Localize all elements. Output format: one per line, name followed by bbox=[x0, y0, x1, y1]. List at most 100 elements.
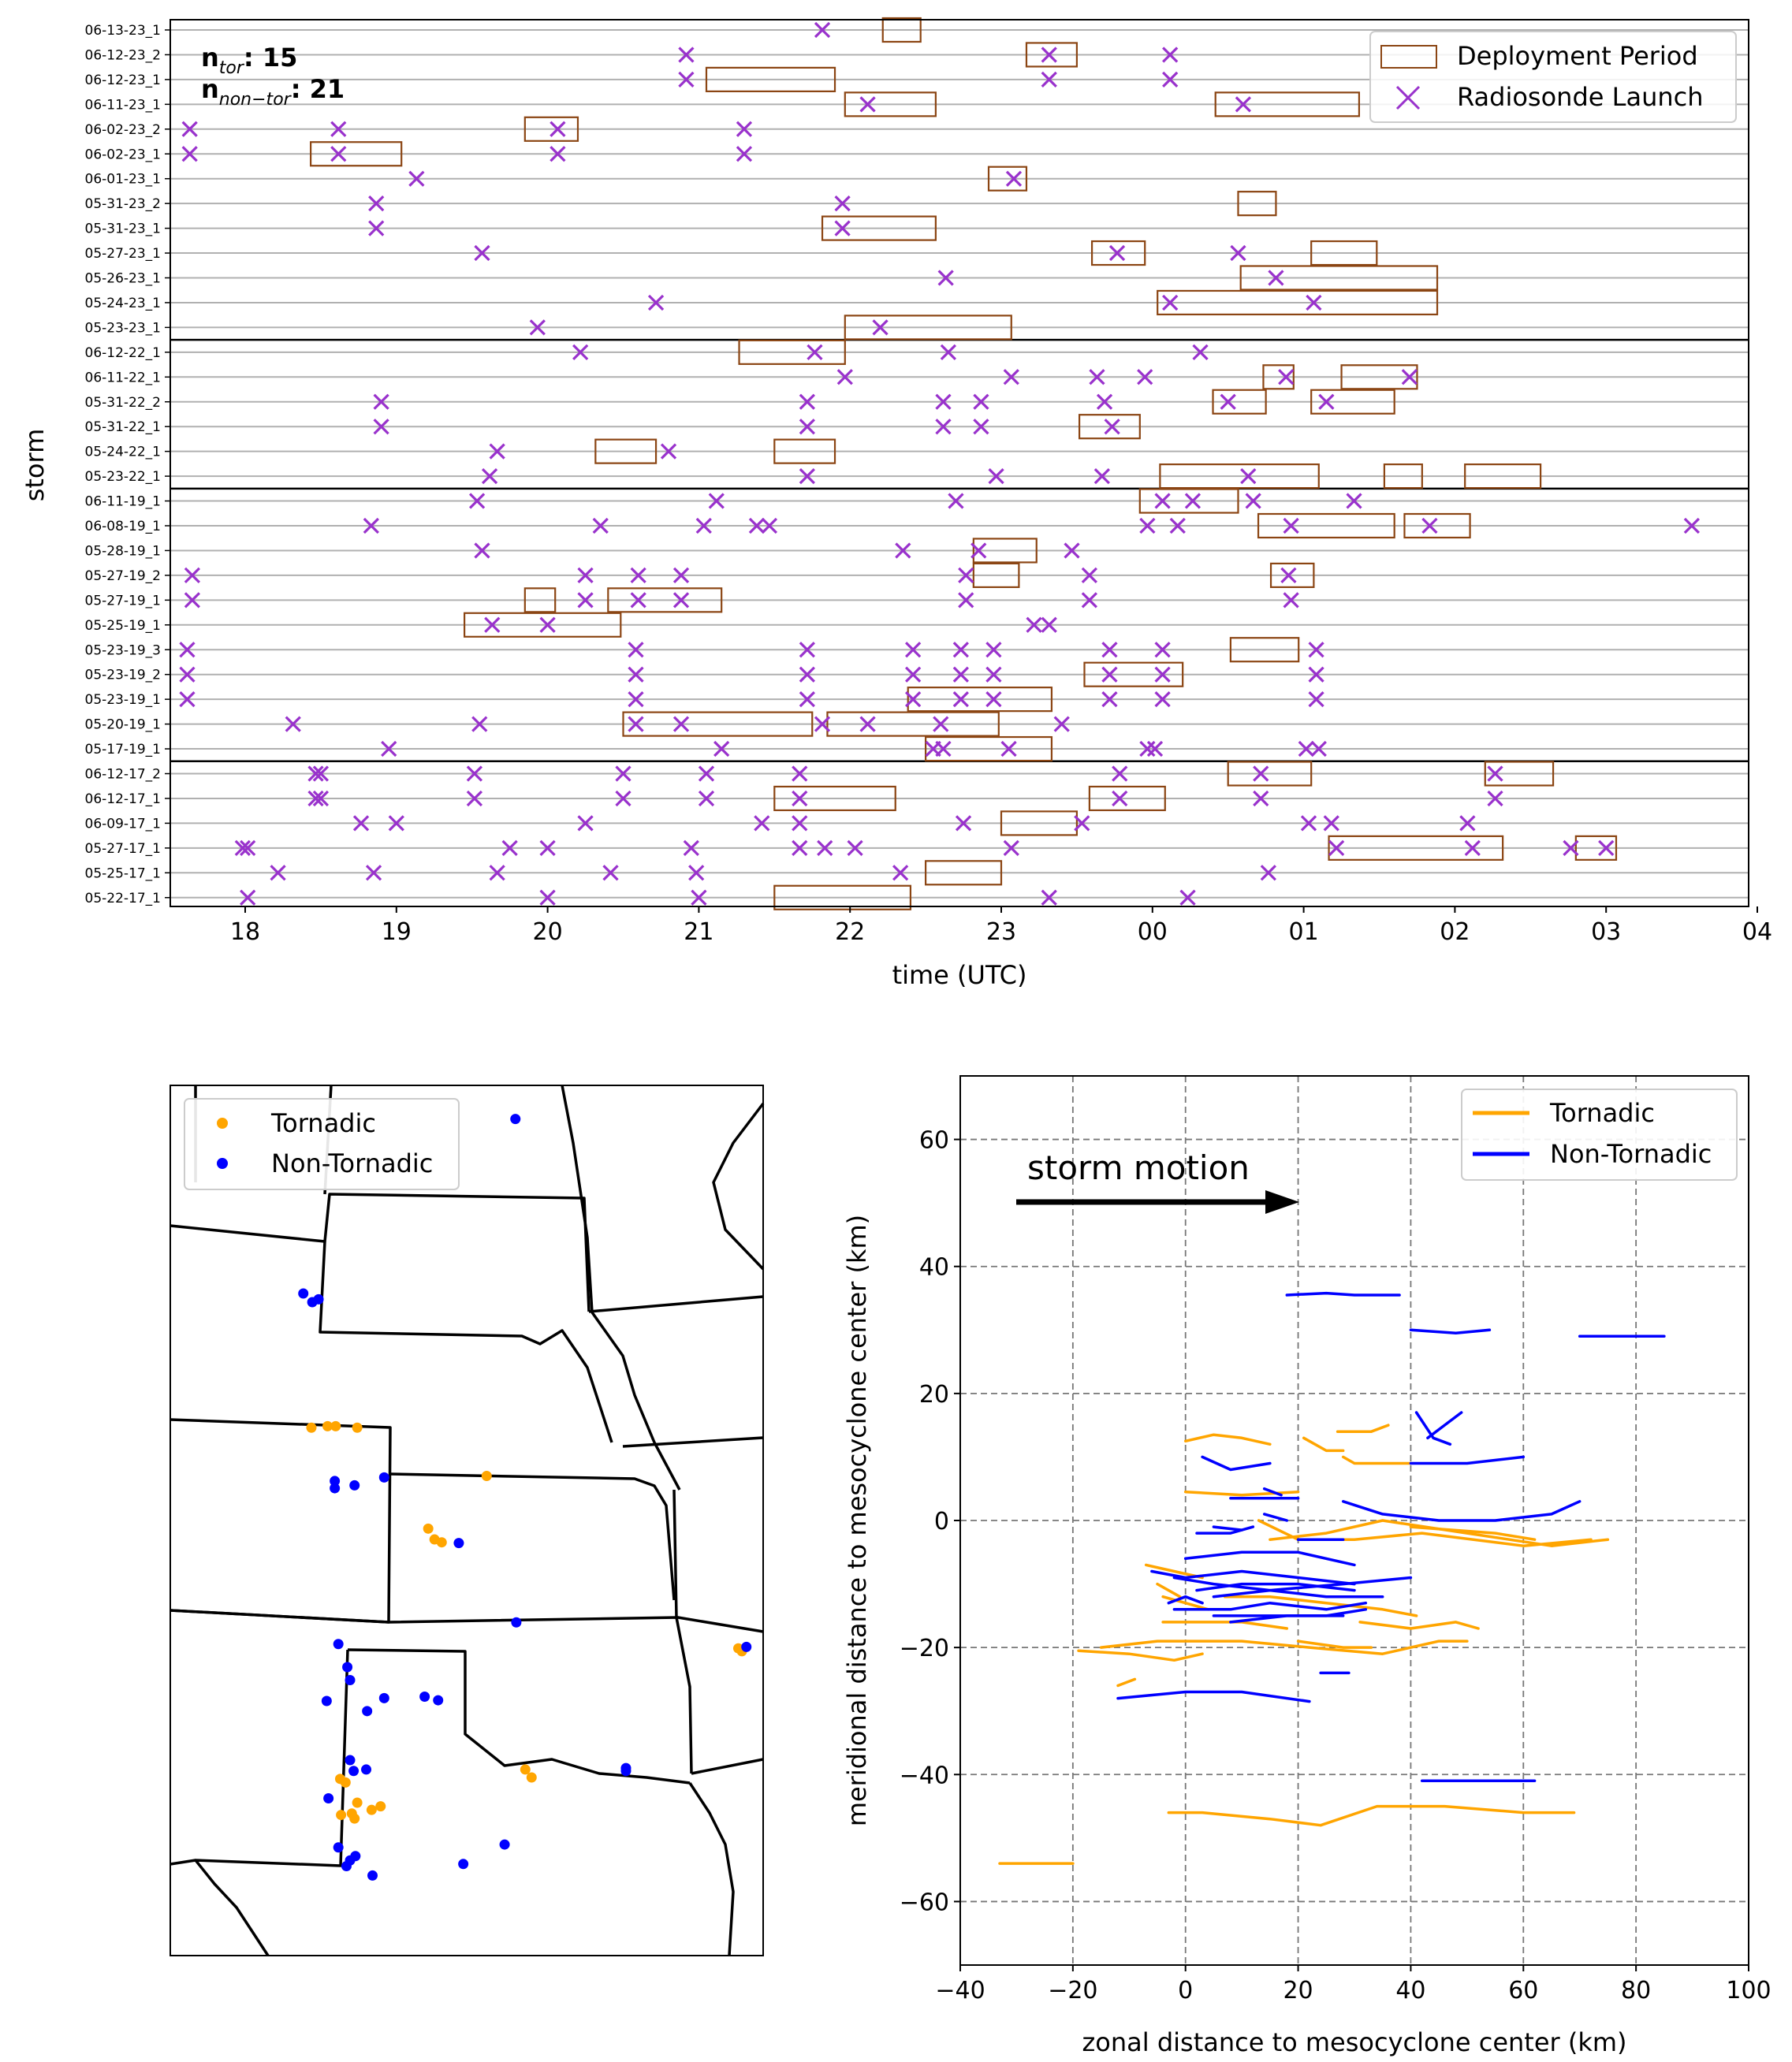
marker-stroke bbox=[1101, 642, 1118, 658]
radiosonde-launch-marker bbox=[1192, 344, 1209, 360]
marker-stroke bbox=[270, 865, 286, 881]
deployment-period-box bbox=[924, 860, 1003, 886]
radiosonde-launch-marker bbox=[489, 443, 505, 460]
marker-stroke bbox=[179, 642, 196, 658]
storm-label: 05-23-22_1 bbox=[85, 469, 161, 485]
radiosonde-launch-marker bbox=[1306, 294, 1322, 311]
radiosonde-launch-swatch bbox=[1395, 85, 1421, 110]
marker-stroke bbox=[792, 790, 808, 807]
deployment-period-legend-label: Deployment Period bbox=[1457, 41, 1698, 71]
radiosonde-launch-marker bbox=[948, 493, 964, 509]
storm-label: 05-23-19_3 bbox=[85, 642, 161, 658]
radiosonde-launch-marker bbox=[1283, 592, 1299, 609]
marker-stroke bbox=[1104, 419, 1120, 435]
border-ia-ne bbox=[561, 1085, 681, 1491]
radiosonde-launch-marker bbox=[615, 790, 631, 807]
non-tornadic-track-line bbox=[1414, 1411, 1452, 1446]
tornadic-storm-point bbox=[349, 1813, 360, 1824]
border-nm-tx-south bbox=[170, 1859, 196, 1866]
marker-stroke bbox=[988, 467, 1004, 485]
non-tornadic-track-line bbox=[1285, 1291, 1401, 1297]
marker-stroke bbox=[1169, 517, 1186, 534]
radiosonde-launch-marker bbox=[1154, 691, 1171, 708]
radiosonde-launch-marker bbox=[872, 319, 889, 336]
marker-stroke bbox=[958, 592, 974, 609]
deployment-period-box bbox=[622, 711, 814, 737]
radiosonde-launch-marker bbox=[181, 146, 198, 162]
radiosonde-launch-marker bbox=[1041, 616, 1057, 633]
marker-stroke bbox=[985, 666, 1002, 683]
radiosonde-launch-marker bbox=[799, 666, 815, 683]
zonal-tick-label: −40 bbox=[935, 1977, 985, 2004]
radiosonde-launch-marker bbox=[695, 517, 712, 534]
radiosonde-launch-marker bbox=[678, 71, 695, 88]
marker-stroke bbox=[373, 393, 389, 410]
non-tornadic-storm-point bbox=[330, 1483, 341, 1494]
deployment-period-box bbox=[907, 687, 1053, 713]
non-tornadic-storm-point bbox=[349, 1480, 360, 1491]
radiosonde-launch-marker bbox=[1298, 740, 1314, 757]
meridional-tick-label: −20 bbox=[900, 1635, 949, 1662]
tornadic-track-line bbox=[1257, 1519, 1593, 1547]
marker-stroke bbox=[1041, 889, 1057, 906]
non-tornadic-storm-point bbox=[350, 1851, 361, 1862]
marker-stroke bbox=[660, 443, 677, 460]
radiosonde-launch-marker bbox=[1104, 419, 1120, 435]
radiosonde-launch-marker bbox=[683, 839, 699, 856]
radiosonde-launch-marker bbox=[1081, 592, 1098, 609]
tornadic-track-line bbox=[1077, 1649, 1204, 1662]
deployment-period-box bbox=[881, 17, 922, 43]
radiosonde-launch-marker bbox=[307, 765, 324, 782]
marker-stroke bbox=[859, 716, 876, 732]
deployment-period-box bbox=[844, 315, 1012, 341]
marker-stroke bbox=[1146, 740, 1164, 757]
radiosonde-launch-marker bbox=[474, 542, 490, 559]
border-mo-ia bbox=[622, 1436, 764, 1448]
radiosonde-launch-marker bbox=[1683, 517, 1701, 534]
tornadic-track-legend-label: Tornadic bbox=[1549, 1098, 1655, 1128]
time-tick-label: 03 bbox=[1591, 918, 1621, 946]
radiosonde-launch-marker bbox=[1346, 493, 1362, 509]
marker-stroke bbox=[373, 419, 389, 435]
marker-stroke bbox=[615, 790, 631, 807]
radiosonde-launch-marker bbox=[1000, 740, 1017, 757]
track-chart: −40 −20 0 20 40 60 80 100 −60 −40 −20 0 20 40 60 zona… bbox=[842, 1075, 1772, 2057]
radiosonde-launch-marker bbox=[792, 839, 808, 856]
deployment-period-box bbox=[1574, 835, 1618, 861]
radiosonde-launch-marker bbox=[1162, 294, 1179, 311]
tornadic-legend-label: Tornadic bbox=[270, 1108, 376, 1138]
marker-stroke bbox=[408, 170, 425, 187]
radiosonde-launch-marker bbox=[181, 121, 198, 137]
marker-stroke bbox=[471, 716, 488, 732]
radiosonde-launch-marker bbox=[179, 642, 196, 658]
tornadic-track-line bbox=[1167, 1804, 1576, 1827]
deployment-period-box bbox=[773, 438, 836, 464]
radiosonde-launch-marker bbox=[698, 765, 715, 782]
track-legend: Tornadic Non-Tornadic bbox=[1461, 1089, 1738, 1181]
storm-label: 05-24-23_1 bbox=[85, 296, 161, 311]
marker-stroke bbox=[179, 691, 196, 708]
marker-stroke bbox=[539, 839, 556, 856]
radiosonde-launch-marker bbox=[179, 666, 196, 683]
marker-stroke bbox=[792, 765, 808, 782]
radiosonde-launch-marker bbox=[628, 716, 644, 732]
radiosonde-launch-marker bbox=[834, 195, 851, 212]
radiosonde-launch-marker bbox=[474, 244, 490, 262]
radiosonde-launch-marker bbox=[761, 517, 778, 534]
marker-stroke bbox=[1041, 71, 1057, 88]
non-tornadic-storm-point bbox=[313, 1293, 324, 1305]
radiosonde-launch-marker bbox=[602, 865, 619, 881]
radiosonde-launch-marker bbox=[1278, 369, 1295, 385]
storm-label: 05-17-19_1 bbox=[85, 742, 161, 757]
storm-label: 05-31-23_1 bbox=[85, 221, 161, 237]
border-ok-tx bbox=[688, 1782, 735, 1956]
radiosonde-launch-marker bbox=[952, 691, 969, 708]
marker-stroke bbox=[1041, 47, 1057, 63]
radiosonde-launch-marker bbox=[484, 616, 501, 633]
marker-stroke bbox=[628, 691, 644, 708]
marker-stroke bbox=[985, 691, 1002, 708]
radiosonde-launch-marker bbox=[1112, 790, 1128, 807]
non-tornadic-storm-point bbox=[341, 1861, 352, 1872]
deployment-period-box bbox=[607, 587, 723, 613]
marker-stroke bbox=[672, 716, 690, 732]
